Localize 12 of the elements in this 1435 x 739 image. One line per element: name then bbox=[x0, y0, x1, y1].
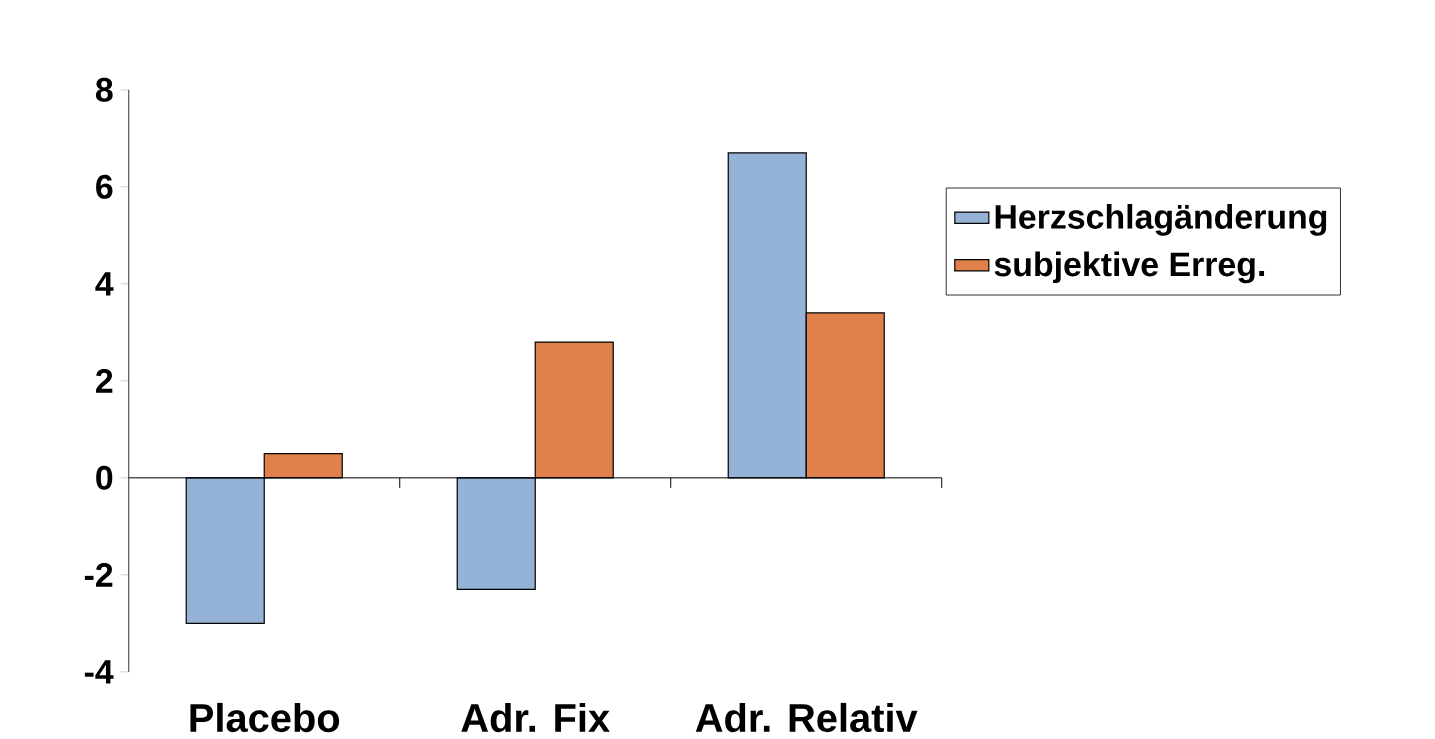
y-tick-label: 0 bbox=[96, 465, 113, 490]
y-tick-label: 8 bbox=[95, 77, 113, 102]
y-tick-label: 2 bbox=[96, 369, 113, 393]
y-tick-label: -4 bbox=[84, 660, 114, 684]
y-tick-label: 4 bbox=[95, 272, 114, 296]
y-tick-label: -2 bbox=[84, 563, 113, 587]
x-tick-label: Adr. Fix bbox=[461, 702, 610, 733]
y-tick-label: 6 bbox=[96, 174, 113, 199]
legend-label: Herzschlagänderung bbox=[995, 204, 1327, 236]
legend-label: subjektive Erreg. bbox=[994, 251, 1265, 284]
x-tick-label: Adr. Relativ bbox=[695, 702, 918, 733]
x-tick-label: Placebo bbox=[190, 702, 340, 733]
